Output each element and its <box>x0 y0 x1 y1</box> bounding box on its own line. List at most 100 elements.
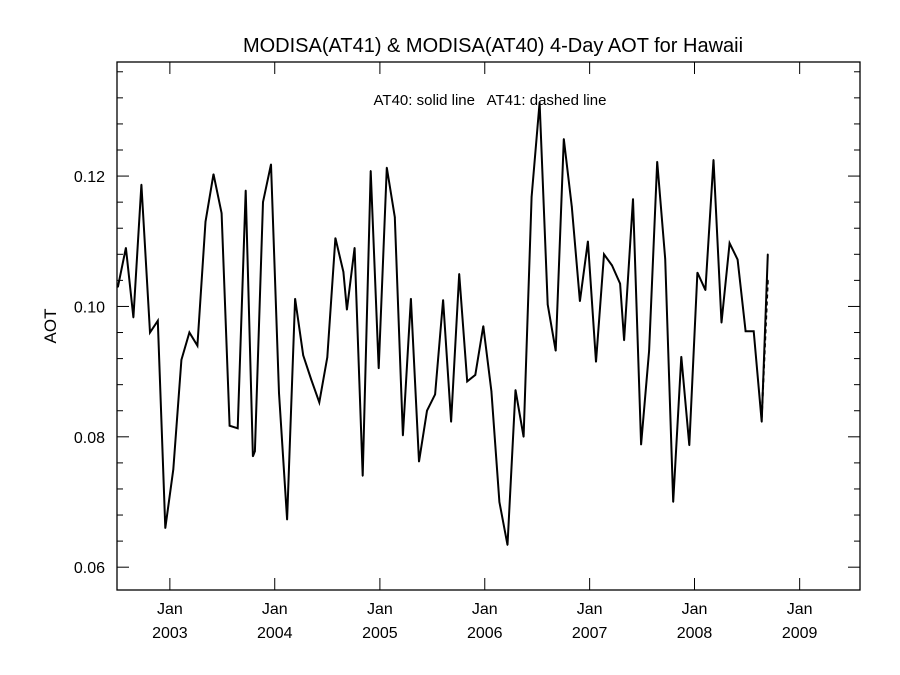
data-point-at40 <box>204 220 207 223</box>
data-point-at40 <box>302 354 304 357</box>
data-point-at40 <box>278 392 280 394</box>
x-tick-month: Jan <box>577 601 603 618</box>
x-tick-month: Jan <box>157 601 183 618</box>
data-point-at40 <box>172 468 175 471</box>
chart-title: MODISA(AT41) & MODISA(AT40) 4-Day AOT fo… <box>243 35 743 57</box>
data-point-at40 <box>220 212 223 215</box>
data-point-at40 <box>434 393 436 396</box>
data-point-at40 <box>656 160 658 163</box>
data-point-at40 <box>244 189 247 192</box>
data-point-at40 <box>188 331 191 334</box>
data-point-at40 <box>426 409 428 412</box>
data-point-at40 <box>546 303 549 306</box>
data-point-at40 <box>595 361 597 363</box>
data-point-at40 <box>623 339 625 342</box>
data-point-at40 <box>688 444 691 447</box>
data-point-at40 <box>346 308 348 311</box>
data-point-at40 <box>712 158 715 161</box>
data-point-at40 <box>385 166 388 169</box>
data-point-at40 <box>361 475 364 477</box>
y-tick-label: 0.10 <box>74 299 105 316</box>
data-point-at40 <box>728 242 731 245</box>
data-point-at40 <box>334 237 337 239</box>
data-point-at40 <box>744 330 747 333</box>
x-tick-month: Jan <box>367 601 393 618</box>
data-point-at40 <box>442 299 444 301</box>
data-point-at40 <box>286 518 288 521</box>
y-tick-label: 0.12 <box>74 169 105 186</box>
data-point-at40 <box>498 501 501 503</box>
x-tick-year: 2004 <box>257 625 293 642</box>
series-line-at41 <box>760 280 769 418</box>
data-point-at40 <box>262 201 264 203</box>
data-point-at40 <box>180 359 183 361</box>
data-point-at40 <box>369 170 372 172</box>
data-point-at40 <box>252 455 254 458</box>
data-point-at40 <box>704 289 707 291</box>
data-point-at40 <box>326 356 329 359</box>
data-point-at41 <box>766 279 769 282</box>
x-tick-month: Jan <box>262 601 288 618</box>
data-point-at40 <box>482 325 485 327</box>
data-point-at40 <box>664 258 666 260</box>
data-point-at40 <box>140 183 143 186</box>
data-point-at40 <box>254 450 256 452</box>
y-axis-label: AOT <box>41 309 60 344</box>
data-point-at40 <box>342 271 345 273</box>
data-point-at40 <box>410 297 412 300</box>
data-point-at40 <box>571 205 573 208</box>
data-point-at40 <box>490 390 493 392</box>
x-tick-year: 2006 <box>467 625 503 642</box>
data-point-at40 <box>353 246 356 249</box>
data-point-at40 <box>619 282 621 285</box>
x-ticks: Jan 2003 Jan 2004 Jan 2005 Jan 2006 Jan 2007 Jan 20… <box>152 62 818 642</box>
data-point-at40 <box>506 544 509 546</box>
x-tick-month: Jan <box>787 601 813 618</box>
x-tick-year: 2009 <box>782 625 818 642</box>
data-point-at40 <box>125 246 127 249</box>
data-point-at40 <box>318 401 321 404</box>
data-point-at40 <box>117 286 119 288</box>
data-point-at40 <box>474 374 477 376</box>
data-point-at40 <box>752 330 755 333</box>
data-point-at40 <box>236 427 239 430</box>
data-point-at40 <box>196 344 199 347</box>
data-point-at41 <box>760 416 763 419</box>
x-tick-month: Jan <box>472 601 498 618</box>
data-point-at40 <box>587 240 589 243</box>
data-point-at40 <box>680 355 683 358</box>
data-point-at40 <box>402 434 404 437</box>
data-point-at40 <box>458 273 460 275</box>
data-point-at40 <box>760 421 763 423</box>
plot-frame <box>116 61 861 591</box>
data-point-at40 <box>611 264 613 267</box>
data-point-at40 <box>672 501 675 503</box>
data-point-at40 <box>579 300 581 303</box>
data-point-at40 <box>554 349 557 352</box>
data-point-at40 <box>294 297 296 300</box>
y-ticks: 0.06 0.08 0.10 0.12 <box>74 71 860 577</box>
data-point-at40 <box>156 319 159 322</box>
data-point-at40 <box>640 443 642 446</box>
x-tick-month: Jan <box>682 601 708 618</box>
data-point-at40 <box>562 138 565 140</box>
data-point-at40 <box>394 216 396 218</box>
line-style-note: AT40: solid line AT41: dashed line <box>374 92 607 109</box>
data-point-at40 <box>538 101 541 104</box>
data-point-at40 <box>466 380 469 383</box>
data-point-at40 <box>522 436 525 438</box>
data-point-at40 <box>514 389 517 391</box>
y-tick-label: 0.08 <box>74 430 105 447</box>
x-tick-year: 2007 <box>572 625 608 642</box>
data-point-at40 <box>212 173 215 175</box>
y-tick-label: 0.06 <box>74 560 105 577</box>
series-layer <box>116 101 769 546</box>
data-point-at40 <box>149 331 151 334</box>
x-tick-year: 2008 <box>677 625 713 642</box>
data-point-at40 <box>766 253 769 256</box>
data-point-at40 <box>450 421 452 423</box>
x-tick-year: 2003 <box>152 625 188 642</box>
data-point-at40 <box>418 460 420 463</box>
data-point-at40 <box>377 367 380 370</box>
